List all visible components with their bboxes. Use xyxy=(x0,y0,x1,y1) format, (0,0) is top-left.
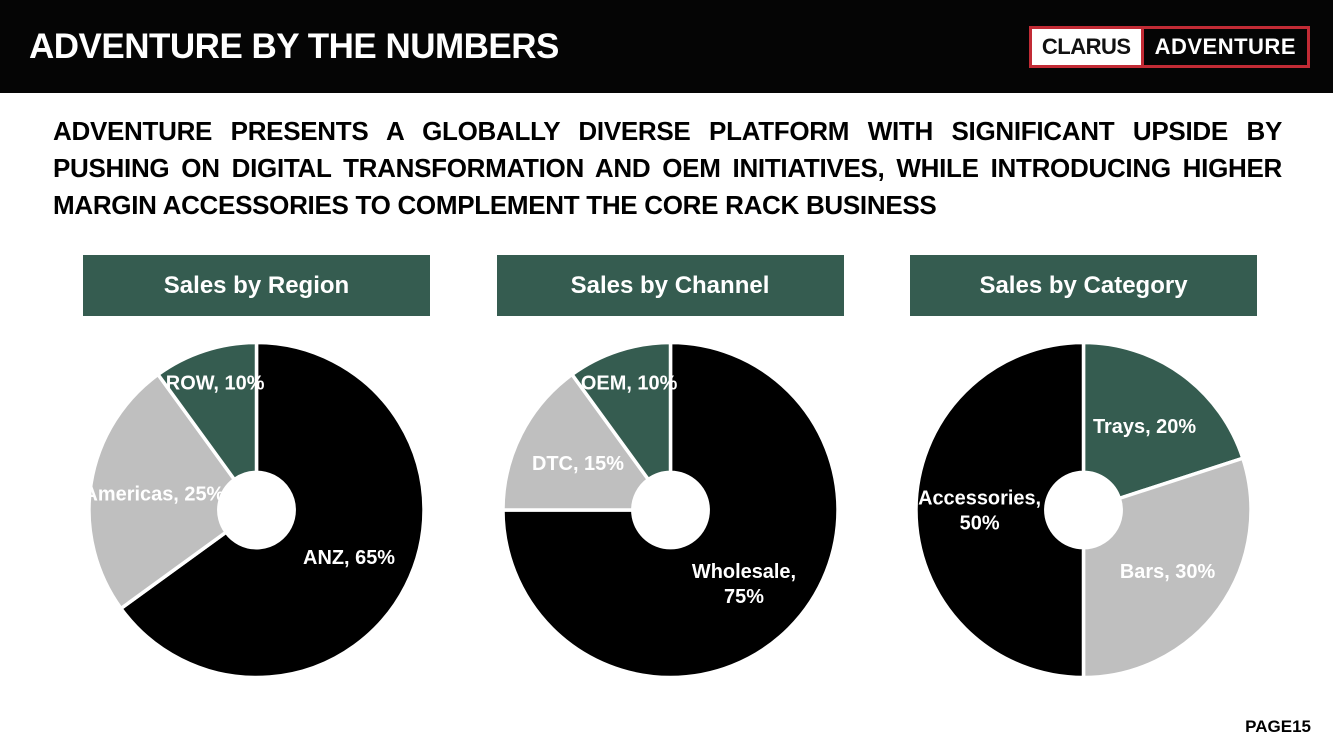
pie-slice-dtc xyxy=(500,372,650,512)
pie-slice-trays xyxy=(1081,340,1245,501)
top-title-bar: ADVENTURE BY THE NUMBERS CLARUS ADVENTUR… xyxy=(0,0,1333,93)
charts-row: Sales by Region ANZ, 65% Americas, 25% ROW… xyxy=(0,255,1333,684)
sales-by-region-header: Sales by Region xyxy=(83,255,430,316)
logo-clarus-segment: CLARUS xyxy=(1031,28,1144,65)
sales-by-channel-column: Sales by Channel Wholesale, 75% DTC, 15% OE… xyxy=(496,255,844,684)
chart-title: Sales by Category xyxy=(979,271,1188,299)
pie-label-wholesale: Wholesale, 75% xyxy=(691,561,795,608)
slide-title: ADVENTURE BY THE NUMBERS xyxy=(29,26,559,66)
pie-slice-americas xyxy=(87,372,237,611)
pie-slice-row xyxy=(156,340,259,482)
pie-slice-anz xyxy=(119,340,426,680)
pie-slice-oem xyxy=(569,340,672,482)
intro-paragraph: ADVENTURE PRESENTS A GLOBALLY DIVERSE PL… xyxy=(53,116,1282,220)
sales-by-channel-donut-chart: Wholesale, 75% DTC, 15% OEM, 10% xyxy=(500,340,840,680)
pie-label-bars: Bars, 30% xyxy=(1120,561,1216,583)
clarus-adventure-logo: CLARUS ADVENTURE xyxy=(1028,25,1310,68)
pie-label-accessories: Accessories, 50% xyxy=(918,488,1041,535)
page-number: PAGE15 xyxy=(1245,717,1311,736)
pie-label-anz: ANZ, 65% xyxy=(303,547,395,569)
sales-by-category-column: Sales by Category Trays, 20% Bars, 30% Acc… xyxy=(910,255,1257,684)
sales-by-region-column: Sales by Region ANZ, 65% Americas, 25% ROW… xyxy=(83,255,430,684)
pie-label-row: ROW, 10% xyxy=(166,373,265,395)
pie-label-trays: Trays, 20% xyxy=(1093,416,1196,438)
pie-slice-bars xyxy=(1081,456,1253,680)
logo-adventure-segment: ADVENTURE xyxy=(1143,28,1307,65)
chart-title: Sales by Channel xyxy=(570,271,770,299)
pie-label-americas: Americas, 25% xyxy=(84,484,225,506)
pie-slice-accessories xyxy=(914,340,1086,680)
sales-by-category-donut-chart: Trays, 20% Bars, 30% Accessories, 50% xyxy=(914,340,1253,680)
pie-slice-wholesale xyxy=(500,340,840,680)
sales-by-category-header: Sales by Category xyxy=(910,255,1257,316)
pie-label-oem: OEM, 10% xyxy=(580,373,677,395)
chart-title: Sales by Region xyxy=(163,271,350,299)
sales-by-region-donut-chart: ANZ, 65% Americas, 25% ROW, 10% xyxy=(84,340,426,680)
sales-by-channel-header: Sales by Channel xyxy=(496,255,844,316)
pie-label-dtc: DTC, 15% xyxy=(531,453,623,475)
